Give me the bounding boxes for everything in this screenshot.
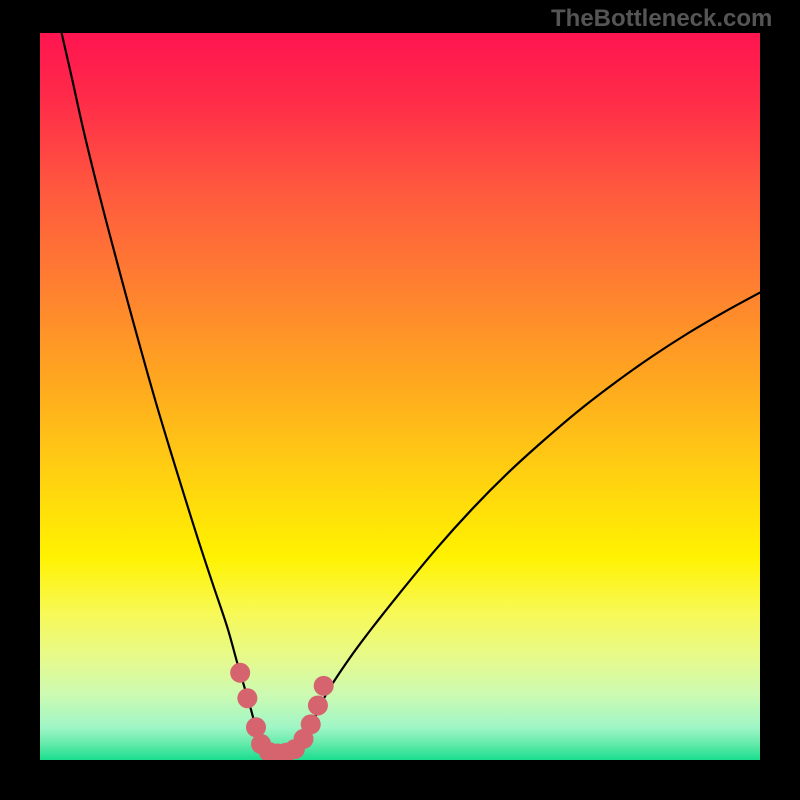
watermark-text: TheBottleneck.com (551, 5, 772, 33)
marker-dot (314, 676, 334, 696)
chart-stage: TheBottleneck.com (0, 0, 800, 800)
bottleneck-curve (62, 33, 760, 755)
marker-dot (230, 663, 250, 683)
marker-group (230, 663, 334, 760)
marker-dot (237, 688, 257, 708)
plot-area (40, 33, 760, 760)
marker-dot (308, 695, 328, 715)
marker-dot (301, 714, 321, 734)
curve-layer (40, 33, 760, 760)
